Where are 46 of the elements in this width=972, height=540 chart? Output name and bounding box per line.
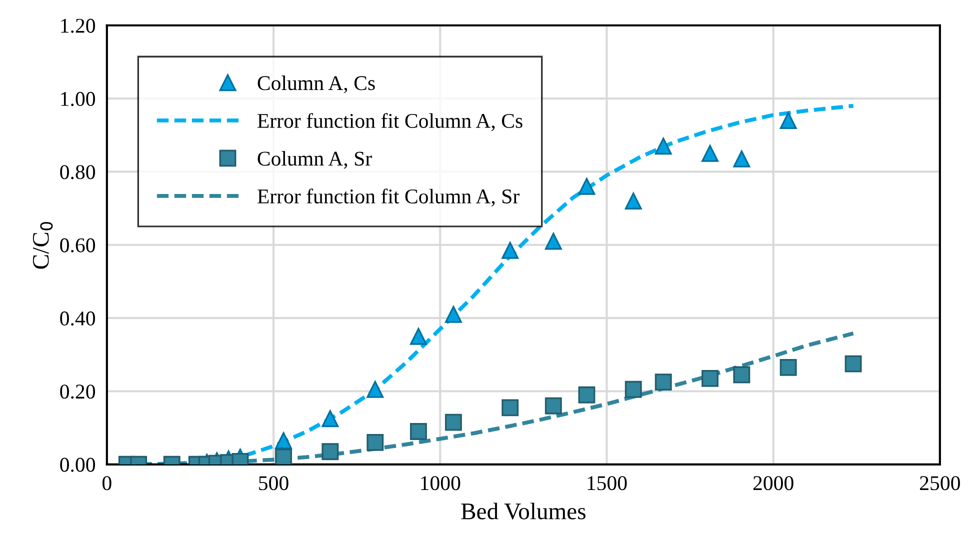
point: [544, 397, 562, 414]
x-tick-label: 2000: [753, 476, 794, 490]
point: [624, 380, 642, 398]
legend-label: Error function fit Column A, Sr: [258, 188, 520, 206]
y-tick-label: 0.80: [60, 165, 96, 180]
x-tick-label: 2500: [920, 476, 960, 490]
point: [410, 328, 427, 345]
y-tick-label: 0.60: [60, 238, 96, 252]
point: [410, 423, 427, 440]
point: [624, 192, 642, 210]
x-tick-label: 500: [259, 476, 288, 490]
point: [654, 374, 672, 391]
x-axis-title: Bed Volumes: [461, 502, 586, 520]
point: [502, 242, 519, 259]
point: [444, 414, 462, 431]
x-tick-label: 1000: [421, 476, 460, 490]
point: [780, 112, 797, 129]
point: [654, 138, 672, 155]
point: [444, 306, 462, 323]
x-tick-label: 1500: [588, 476, 627, 490]
y-tick-label: 1.20: [61, 18, 96, 33]
point: [322, 443, 339, 460]
point: [702, 370, 718, 387]
point: [366, 380, 384, 398]
point: [780, 358, 797, 376]
point: [733, 150, 750, 168]
y-axis-title: C/C$_{0}$: [32, 222, 53, 269]
point: [366, 434, 384, 451]
y-tick-label: 0.40: [60, 311, 96, 326]
x-tick-label: 0: [102, 476, 112, 490]
point: [733, 366, 750, 384]
point: [844, 355, 862, 372]
legend-label: Error function fit Column A, Cs: [258, 113, 522, 131]
point: [322, 410, 339, 428]
point: [702, 144, 718, 162]
legend-label: Column A, Sr: [258, 151, 372, 169]
legend-label: Column A, Cs: [258, 76, 375, 94]
point: [578, 178, 596, 195]
point: [578, 386, 596, 404]
point: [502, 399, 519, 416]
point: [275, 432, 292, 450]
point: [544, 232, 562, 250]
y-tick-label: 0.00: [60, 458, 96, 472]
y-tick-label: 0.20: [60, 384, 96, 399]
y-tick-label: 1.00: [61, 92, 96, 106]
point: [275, 448, 292, 464]
